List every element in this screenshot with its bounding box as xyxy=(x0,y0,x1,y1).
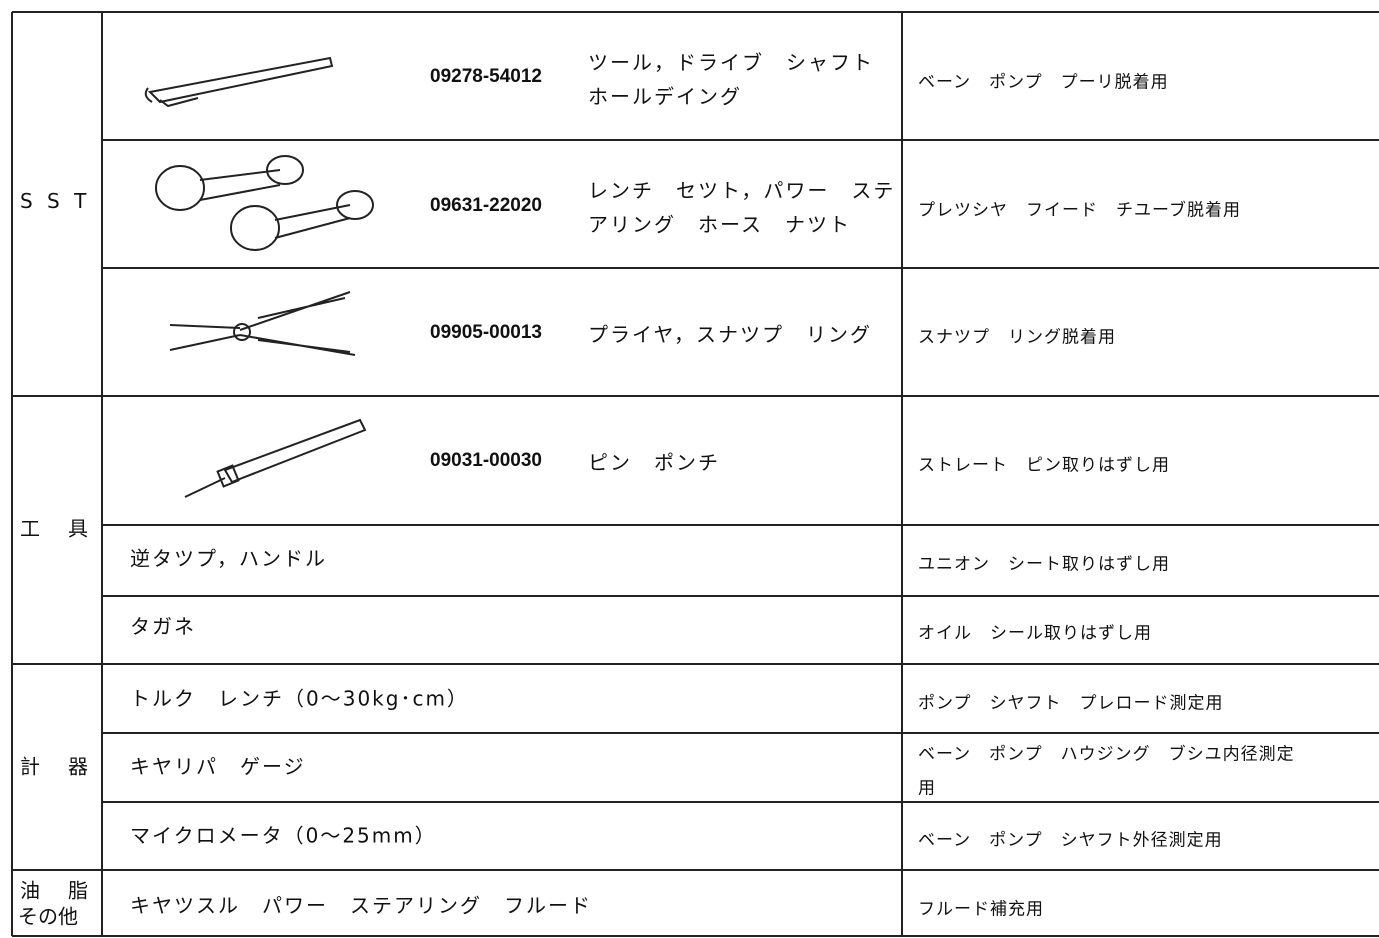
tool-name: トルク レンチ（0～30kg･cm） xyxy=(130,686,469,711)
tool-name: マイクロメータ（0～25mm） xyxy=(130,823,437,848)
usage: スナツプ リング脱着用 xyxy=(918,327,1116,348)
usage: ベーン ポンプ プーリ脱着用 xyxy=(918,72,1169,93)
tool-illustration xyxy=(155,155,374,251)
tool-name: 逆タツプ，ハンドル xyxy=(130,546,327,571)
usage: ポンプ シヤフト プレロード測定用 xyxy=(918,693,1224,714)
tool-name: タガネ xyxy=(130,614,196,639)
tool-name: キヤツスル パワー ステアリング フルード xyxy=(130,893,592,918)
tool-name: ツール，ドライブ シャフト xyxy=(588,50,874,75)
group-label: その他 xyxy=(18,904,78,929)
usage: ストレート ピン取りはずし用 xyxy=(918,455,1170,476)
usage: 用 xyxy=(918,778,936,799)
part-number: 09278-54012 xyxy=(430,66,542,87)
usage: ベーン ポンプ シヤフト外径測定用 xyxy=(918,830,1223,851)
part-number: 09631-22020 xyxy=(430,195,542,216)
usage: ユニオン シート取りはずし用 xyxy=(918,554,1170,575)
part-number: 09031-00030 xyxy=(430,450,542,471)
group-label: 工 具 xyxy=(20,516,92,541)
tool-name: レンチ セツト，パワー ステ xyxy=(588,178,896,203)
group-label: 油 脂 xyxy=(20,878,92,903)
tool-illustration xyxy=(184,418,367,498)
group-label: 計 器 xyxy=(20,754,92,779)
tool-name: ホールデイング xyxy=(588,84,742,109)
tool-illustration xyxy=(144,56,334,108)
part-number: 09905-00013 xyxy=(430,322,542,343)
tool-name: プライヤ，スナツプ リング xyxy=(588,322,872,347)
group-label: S S T xyxy=(20,189,91,213)
tool-name: キヤリパ ゲージ xyxy=(130,754,306,779)
tool-name: ピン ポンチ xyxy=(588,450,720,475)
tool-name: アリング ホース ナツト xyxy=(588,212,851,237)
usage: ベーン ポンプ ハウジング ブシユ内径測定 xyxy=(918,744,1295,765)
usage: フルード補充用 xyxy=(918,899,1044,920)
usage: オイル シール取りはずし用 xyxy=(918,623,1152,644)
tool-illustration xyxy=(169,291,356,356)
usage: プレツシヤ フイード チユーブ脱着用 xyxy=(918,200,1241,221)
